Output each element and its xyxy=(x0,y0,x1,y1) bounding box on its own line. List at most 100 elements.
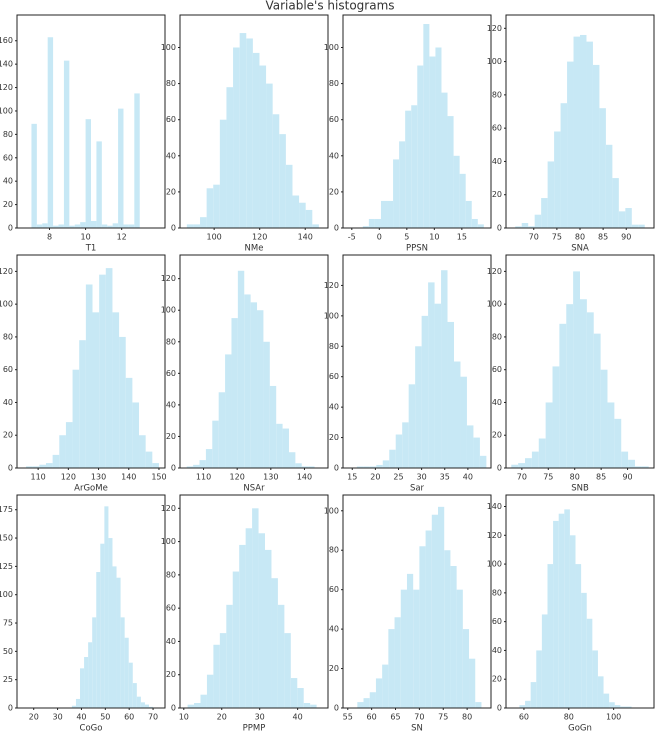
bar xyxy=(554,131,561,228)
bar xyxy=(564,509,570,708)
bar xyxy=(415,346,422,468)
y-tick-label: 20 xyxy=(3,431,13,440)
bar xyxy=(277,604,285,708)
bar xyxy=(387,200,394,228)
bar xyxy=(205,449,213,468)
bar xyxy=(575,564,582,708)
bar xyxy=(108,538,113,708)
bar xyxy=(96,141,102,228)
bar xyxy=(466,425,474,468)
bar xyxy=(258,533,266,708)
bar xyxy=(99,274,106,468)
y-tick-label: 100 xyxy=(161,537,176,546)
bar xyxy=(569,535,576,708)
x-tick-label: 80 xyxy=(575,233,585,242)
bar xyxy=(363,698,370,708)
bar xyxy=(607,402,615,468)
bar xyxy=(80,668,85,708)
y-tick-label: 60 xyxy=(492,617,502,626)
bar xyxy=(284,633,291,708)
bar xyxy=(599,108,606,228)
y-tick-label: 60 xyxy=(329,372,339,381)
bar xyxy=(460,376,467,468)
y-tick-label: 100 xyxy=(487,300,502,309)
bar xyxy=(592,64,600,228)
x-tick-label: 5 xyxy=(404,233,409,242)
bar xyxy=(310,704,317,708)
bar xyxy=(237,270,245,468)
y-tick-label: 20 xyxy=(166,670,176,679)
y-tick-label: 80 xyxy=(3,130,13,139)
y-tick-label: 60 xyxy=(329,585,339,594)
bar xyxy=(553,520,559,708)
bar xyxy=(394,617,401,708)
axes-frame xyxy=(179,254,329,469)
x-axis-label: ArGoMe xyxy=(74,484,108,494)
bar xyxy=(128,662,133,708)
bar xyxy=(105,268,113,468)
y-tick-label: 120 xyxy=(487,24,502,33)
bar xyxy=(252,52,260,228)
bar xyxy=(534,214,542,228)
y-tick-label: 120 xyxy=(161,504,176,513)
x-tick-label: 100 xyxy=(207,233,222,242)
x-tick-label: 35 xyxy=(440,473,450,482)
y-tick-label: 60 xyxy=(166,115,176,124)
x-axis-label: SN xyxy=(411,724,423,734)
x-tick-label: 90 xyxy=(621,233,631,242)
bar xyxy=(136,696,141,708)
x-tick-label: 20 xyxy=(217,713,227,722)
bar xyxy=(193,464,200,468)
bar xyxy=(362,226,369,228)
x-tick-label: 10 xyxy=(80,233,90,242)
y-tick-label: 0 xyxy=(171,224,176,233)
y-tick-label: 120 xyxy=(487,267,502,276)
bar xyxy=(408,384,416,468)
x-tick-label: 150 xyxy=(151,473,166,482)
bar xyxy=(620,706,626,708)
bar xyxy=(232,571,240,708)
bar xyxy=(525,700,531,708)
subplot: -5 0 5 10 15 0 20 40 60 80 100 PPSN xyxy=(324,14,492,254)
bar xyxy=(42,223,48,228)
bar xyxy=(431,514,439,708)
y-tick-label: 120 xyxy=(0,267,13,276)
y-tick-label: 100 xyxy=(324,311,339,320)
x-tick-label: 30 xyxy=(417,473,427,482)
bar xyxy=(376,464,383,468)
x-tick-label: 80 xyxy=(570,473,580,482)
bar xyxy=(59,435,66,468)
bar xyxy=(250,302,258,468)
bar xyxy=(441,92,448,228)
x-tick-label: 140 xyxy=(298,233,313,242)
bar xyxy=(402,422,409,468)
subplot: 110 120 130 140 0 20 40 60 80 100 120 NSAr xyxy=(161,254,329,494)
y-tick-label: 60 xyxy=(3,153,13,162)
y-tick-label: 120 xyxy=(487,531,502,540)
bar xyxy=(447,116,454,228)
bar xyxy=(399,141,406,228)
subplot: 110 120 130 140 150 0 20 40 60 80 100 120 ArGoMe xyxy=(0,254,167,494)
x-tick-label: 140 xyxy=(121,473,136,482)
x-tick-label: 60 xyxy=(519,713,529,722)
x-axis-label: PPSN xyxy=(406,244,428,254)
x-tick-label: 30 xyxy=(255,713,265,722)
bar xyxy=(246,38,253,229)
x-tick-label: 90 xyxy=(622,473,632,482)
y-tick-label: 80 xyxy=(492,588,502,597)
x-tick-label: 40 xyxy=(463,473,473,482)
y-tick-label: 80 xyxy=(3,332,13,341)
bar xyxy=(511,464,519,468)
bar xyxy=(128,224,135,228)
bar xyxy=(560,103,568,228)
bar xyxy=(290,678,298,708)
bar xyxy=(32,466,40,468)
x-tick-label: 80 xyxy=(462,713,472,722)
y-tick-label: 175 xyxy=(0,505,13,514)
bar xyxy=(65,422,73,468)
y-tick-label: 100 xyxy=(487,560,502,569)
bar xyxy=(603,693,610,708)
bar xyxy=(213,184,220,228)
bar xyxy=(225,354,232,468)
bar xyxy=(266,83,273,228)
